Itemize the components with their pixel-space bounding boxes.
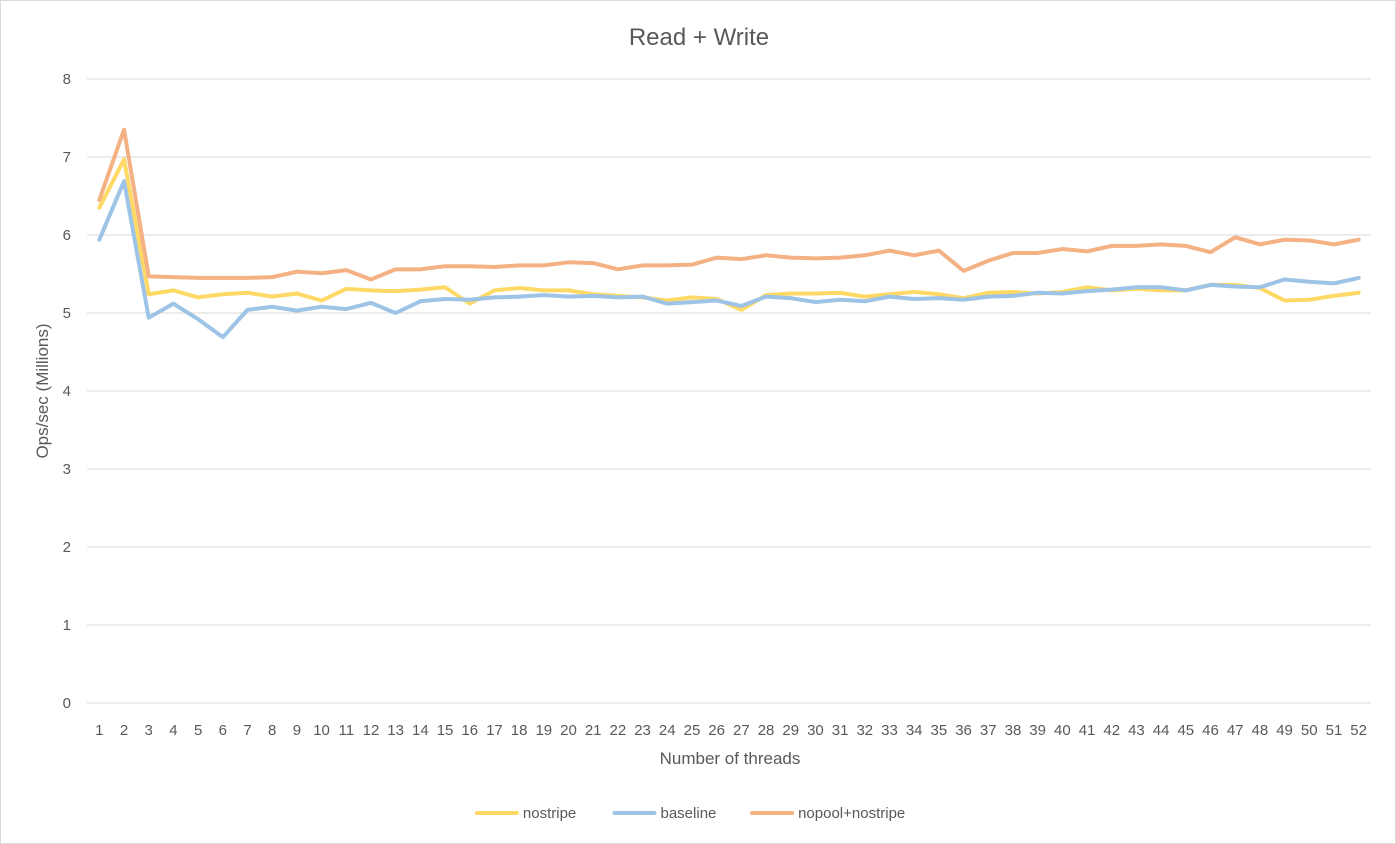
x-tick-label-2: 2 (120, 722, 128, 739)
x-tick-label-47: 47 (1227, 722, 1244, 739)
x-tick-label-50: 50 (1301, 722, 1318, 739)
x-tick-label-1: 1 (95, 722, 103, 739)
x-tick-label-35: 35 (931, 722, 948, 739)
x-tick-label-29: 29 (782, 722, 799, 739)
legend: nostripe baseline nopool+nostripe (474, 805, 905, 822)
x-tick-label-13: 13 (387, 722, 404, 739)
x-tick-label-32: 32 (856, 722, 873, 739)
x-tick-label-3: 3 (145, 722, 153, 739)
x-tick-label-26: 26 (708, 722, 725, 739)
series-line-nopool-nostripe (97, 127, 1361, 282)
x-tick-label-52: 52 (1350, 722, 1367, 739)
x-tick-label-44: 44 (1153, 722, 1170, 739)
x-tick-label-21: 21 (585, 722, 602, 739)
chart-title: Read + Write (629, 24, 769, 51)
x-tick-label-45: 45 (1177, 722, 1194, 739)
x-tick-label-17: 17 (486, 722, 503, 739)
x-tick-label-11: 11 (338, 722, 354, 739)
x-tick-label-18: 18 (511, 722, 528, 739)
x-tick-label-19: 19 (535, 722, 552, 739)
x-tick-label-40: 40 (1054, 722, 1071, 739)
y-tick-label-2: 2 (63, 539, 71, 556)
x-tick-label-4: 4 (169, 722, 177, 739)
x-tick-label-7: 7 (243, 722, 251, 739)
y-tick-label-6: 6 (63, 227, 71, 244)
y-tick-label-7: 7 (63, 149, 71, 166)
x-tick-label-8: 8 (268, 722, 276, 739)
x-tick-label-25: 25 (684, 722, 701, 739)
legend-label-nostripe: nostripe (523, 805, 576, 822)
x-tick-label-16: 16 (461, 722, 478, 739)
x-tick-label-22: 22 (610, 722, 627, 739)
y-tick-label-4: 4 (63, 383, 71, 400)
y-tick-label-5: 5 (63, 305, 71, 322)
x-tick-label-14: 14 (412, 722, 429, 739)
x-tick-label-34: 34 (906, 722, 923, 739)
x-tick-label-48: 48 (1252, 722, 1269, 739)
x-tick-label-9: 9 (293, 722, 301, 739)
x-tick-label-23: 23 (634, 722, 651, 739)
x-tick-label-15: 15 (437, 722, 454, 739)
x-tick-label-36: 36 (955, 722, 972, 739)
x-tick-label-6: 6 (219, 722, 227, 739)
y-tick-label-1: 1 (63, 617, 71, 634)
legend-label-baseline: baseline (661, 805, 717, 822)
x-tick-label-31: 31 (832, 722, 849, 739)
x-tick-label-42: 42 (1103, 722, 1120, 739)
series-line-baseline (97, 179, 1361, 340)
y-tick-label-8: 8 (63, 71, 71, 88)
x-axis-ticks: 1 2 3 4 5 6 7 8 9 10 11 12 13 14 15 16 17 18 19 20 21 22 23 24 2… (95, 722, 1367, 739)
x-tick-label-49: 49 (1276, 722, 1293, 739)
series-lines (97, 127, 1361, 340)
x-tick-label-46: 46 (1202, 722, 1219, 739)
y-tick-label-0: 0 (63, 695, 71, 712)
x-tick-label-41: 41 (1079, 722, 1096, 739)
x-tick-label-37: 37 (980, 722, 997, 739)
x-axis-title: Number of threads (660, 749, 801, 768)
x-tick-label-38: 38 (1005, 722, 1022, 739)
x-tick-label-43: 43 (1128, 722, 1145, 739)
y-tick-label-3: 3 (63, 461, 71, 478)
x-tick-label-27: 27 (733, 722, 750, 739)
x-tick-label-20: 20 (560, 722, 577, 739)
x-tick-label-30: 30 (807, 722, 824, 739)
x-tick-label-39: 39 (1029, 722, 1046, 739)
y-axis-title: Ops/sec (Millions) (33, 323, 52, 458)
x-tick-label-5: 5 (194, 722, 202, 739)
x-tick-label-10: 10 (313, 722, 330, 739)
x-tick-label-12: 12 (363, 722, 380, 739)
x-tick-label-28: 28 (758, 722, 775, 739)
gridlines (87, 78, 1371, 704)
x-tick-label-33: 33 (881, 722, 898, 739)
x-tick-label-24: 24 (659, 722, 676, 739)
x-tick-label-51: 51 (1326, 722, 1343, 739)
y-axis-ticks: 0 1 2 3 4 5 6 7 8 (63, 71, 71, 712)
legend-label-nopool-nostripe: nopool+nostripe (798, 805, 905, 822)
